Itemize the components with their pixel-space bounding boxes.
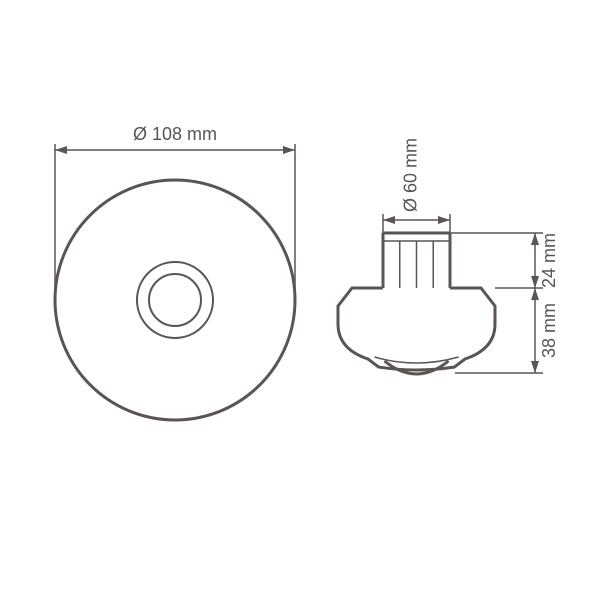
side-diameter-label: Ø 60 mm (401, 138, 421, 212)
height-38-label: 38 mm (539, 303, 559, 358)
height-24-label: 24 mm (539, 233, 559, 288)
front-view: Ø 108 mm (55, 124, 295, 420)
side-body-outline (338, 288, 495, 370)
front-outer-circle (55, 180, 295, 420)
front-diameter-label: Ø 108 mm (133, 124, 217, 144)
side-view: Ø 60 mm 24 mm 38 mm (338, 138, 559, 374)
front-inner-ring-inner (149, 274, 201, 326)
